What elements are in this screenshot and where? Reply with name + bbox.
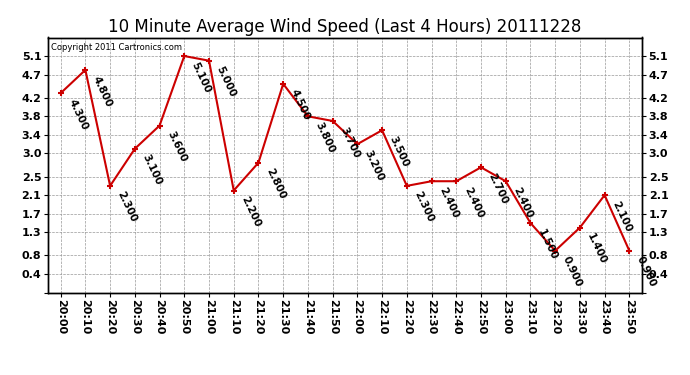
Text: 2.400: 2.400 [437,185,460,220]
Text: 0.900: 0.900 [561,255,584,289]
Text: 5.100: 5.100 [190,60,213,94]
Text: 1.500: 1.500 [536,227,559,261]
Text: 0.900: 0.900 [635,255,658,289]
Text: 2.800: 2.800 [264,167,287,201]
Text: 3.800: 3.800 [313,120,337,154]
Text: 4.800: 4.800 [91,74,114,108]
Text: 3.500: 3.500 [388,134,411,168]
Text: 2.200: 2.200 [239,195,262,229]
Text: 4.300: 4.300 [66,97,89,132]
Text: 2.700: 2.700 [486,171,510,206]
Text: 2.400: 2.400 [511,185,534,220]
Text: 3.600: 3.600 [165,130,188,164]
Text: 2.300: 2.300 [116,190,139,224]
Text: 3.100: 3.100 [140,153,164,187]
Text: 2.100: 2.100 [610,199,633,233]
Text: 3.200: 3.200 [363,148,386,182]
Text: 4.500: 4.500 [288,88,312,122]
Text: 3.700: 3.700 [338,125,362,159]
Text: 5.000: 5.000 [215,65,237,99]
Title: 10 Minute Average Wind Speed (Last 4 Hours) 20111228: 10 Minute Average Wind Speed (Last 4 Hou… [108,18,582,36]
Text: 1.400: 1.400 [585,232,609,266]
Text: 2.300: 2.300 [413,190,435,224]
Text: Copyright 2011 Cartronics.com: Copyright 2011 Cartronics.com [51,43,182,52]
Text: 2.400: 2.400 [462,185,485,220]
